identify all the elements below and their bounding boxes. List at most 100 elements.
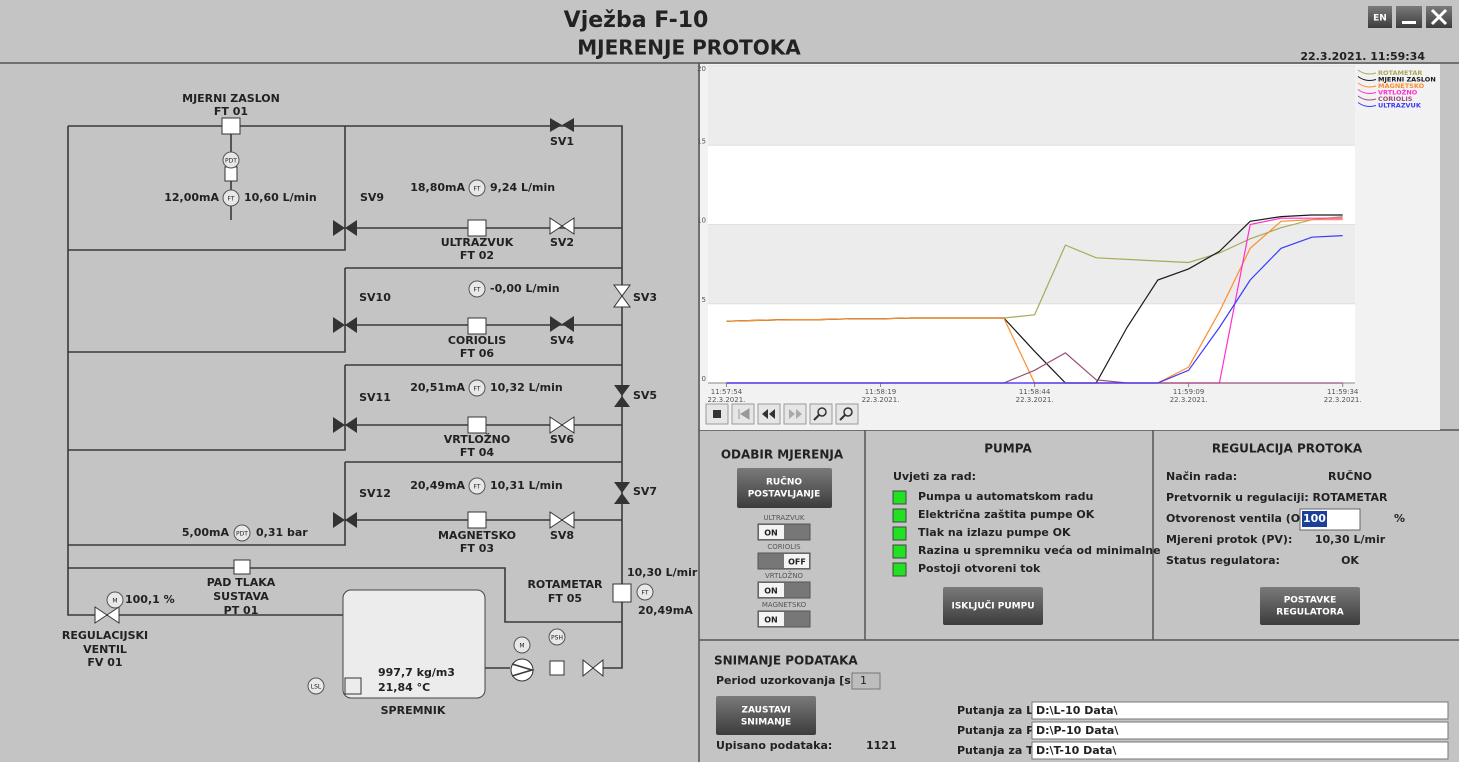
button-label[interactable]: ZAUSTAVI	[741, 706, 790, 716]
x-tick-date: 22.3.2021.	[862, 396, 900, 404]
count-label: Upisano podataka:	[716, 739, 832, 752]
diagram-label: 12,00mA	[164, 191, 219, 204]
instrument	[106, 591, 124, 609]
diagram-label: FT 02	[460, 249, 494, 262]
diagram-label: SV1	[550, 135, 574, 148]
op-value[interactable]: 100	[1303, 512, 1326, 525]
button-label[interactable]: SNIMANJE	[741, 718, 791, 728]
diagram-label: 997,7 kg/m3	[378, 666, 455, 679]
button-label[interactable]: ISKLJUČI PUMPU	[951, 600, 1034, 612]
trend-toolbar	[705, 403, 859, 425]
language-button[interactable]	[1368, 6, 1392, 28]
minimize-button[interactable]	[1396, 6, 1422, 28]
diagram-label: CORIOLIS	[448, 334, 506, 347]
switch-state[interactable]: OFF	[788, 558, 806, 567]
instrument-tag: PDT	[225, 158, 237, 165]
row-label: Otvorenost ventila (OP):	[1166, 512, 1318, 525]
diagram-label: 18,80mA	[410, 181, 465, 194]
diagram-label: SV7	[633, 485, 657, 498]
legend-label: ULTRAZVUK	[1378, 102, 1422, 110]
x-tick-date: 22.3.2021.	[708, 396, 746, 404]
diagram-label: FT 04	[460, 446, 495, 459]
button-label[interactable]: POSTAVLJANJE	[748, 490, 821, 500]
zoom-in-button[interactable]	[809, 403, 833, 425]
instrument-tag: FT	[473, 287, 480, 294]
diagram-label: MJERNI ZASLON	[182, 92, 280, 105]
path-field[interactable]	[1031, 721, 1449, 740]
button-label[interactable]: POSTAVKE	[1284, 596, 1337, 606]
button-label[interactable]: RUČNO	[766, 476, 802, 488]
button-label[interactable]: REGULATORA	[1276, 608, 1343, 618]
switch-state[interactable]: ON	[764, 587, 778, 596]
switch-label: ULTRAZVUK	[763, 514, 804, 522]
period-value[interactable]: 1	[860, 674, 867, 687]
diagram-label: SUSTAVA	[213, 590, 269, 603]
language-label[interactable]: EN	[1373, 14, 1387, 24]
instrument	[468, 379, 486, 397]
piping	[67, 117, 632, 699]
instrument	[468, 179, 486, 197]
status-indicator	[892, 508, 907, 523]
pump-off-button[interactable]	[943, 587, 1043, 625]
switch-state[interactable]: ON	[764, 616, 778, 625]
path-value[interactable]: D:\L-10 Data\	[1036, 704, 1118, 717]
diagram-label: 10,31 L/min	[490, 479, 563, 492]
zoom-out-button[interactable]	[835, 403, 859, 425]
diagram-label: PT 01	[224, 604, 259, 617]
diagram-label: MAGNETSKO	[438, 529, 516, 542]
diagram-label: 20,51mA	[410, 381, 465, 394]
diagram-label: 9,24 L/min	[490, 181, 555, 194]
condition: Razina u spremniku veća od minimalne	[918, 544, 1161, 557]
switch-label: MAGNETSKO	[762, 601, 807, 609]
row-label: Status regulatora:	[1166, 554, 1280, 567]
period-field[interactable]	[851, 672, 881, 690]
switches: ULTRAZVUK ON CORIOLIS OFF VRTLOŽNO ON MAGNETSK…	[757, 514, 811, 628]
period-label: Period uzorkovanja [s]:	[716, 674, 860, 687]
row-value: RUČNO	[1328, 470, 1372, 483]
status-indicator	[892, 490, 907, 505]
switch-knob	[759, 612, 784, 626]
x-tick-label: 11:57:54	[711, 388, 743, 396]
diagram-label: SV8	[550, 529, 574, 542]
status-indicator	[892, 526, 907, 541]
instrument	[222, 151, 240, 169]
instrument-tag: LSL	[311, 684, 322, 691]
legend-swatch	[1357, 82, 1377, 88]
legend-label: VRTLOŽNO	[1378, 88, 1418, 97]
switch-label: VRTLOŽNO	[765, 571, 804, 580]
diagram-label: FV 01	[87, 656, 122, 669]
section-title: REGULACIJA PROTOKA	[1212, 442, 1363, 456]
controller-settings-button[interactable]	[1260, 587, 1360, 625]
diagram-label: FT 05	[548, 592, 582, 605]
y-tick-label: 20	[697, 65, 706, 73]
instrument	[513, 636, 531, 654]
stop-recording-button[interactable]	[716, 696, 816, 735]
row-value: 10,30 L/mir	[1315, 533, 1386, 546]
manual-button[interactable]	[737, 468, 832, 508]
status-indicator	[892, 562, 907, 577]
instrument	[636, 583, 654, 601]
diagram-label: FT 03	[460, 542, 494, 555]
diagram-label: -0,00 L/min	[490, 282, 560, 295]
instrument-tag: FT	[641, 590, 648, 597]
conditions-label: Uvjeti za rad:	[893, 470, 976, 483]
diagram-label: SV4	[550, 334, 574, 347]
legend-label: MJERNI ZASLON	[1378, 76, 1436, 84]
path-field[interactable]	[1031, 741, 1449, 760]
path-value[interactable]: D:\P-10 Data\	[1036, 724, 1119, 737]
diagram-label: SV12	[359, 487, 391, 500]
instrument	[468, 477, 486, 495]
diagram-label: FT 06	[460, 347, 495, 360]
diagram-label: SV6	[550, 433, 574, 446]
datetime: 22.3.2021. 11:59:34	[1300, 50, 1425, 63]
x-tick-label: 11:58:19	[865, 388, 896, 396]
paths: Putanja za L-10:D:\L-10 Data\Putanja za …	[957, 701, 1449, 760]
path-field[interactable]	[1031, 701, 1449, 720]
path-value[interactable]: D:\T-10 Data\	[1036, 744, 1117, 757]
diagram-label: FT 01	[214, 105, 248, 118]
switch-state[interactable]: ON	[764, 529, 778, 538]
minimize-icon	[1402, 21, 1416, 24]
close-icon	[1430, 8, 1448, 26]
row-label: Pretvornik u regulaciji:	[1166, 491, 1309, 504]
y-tick-label: 5	[702, 296, 706, 304]
